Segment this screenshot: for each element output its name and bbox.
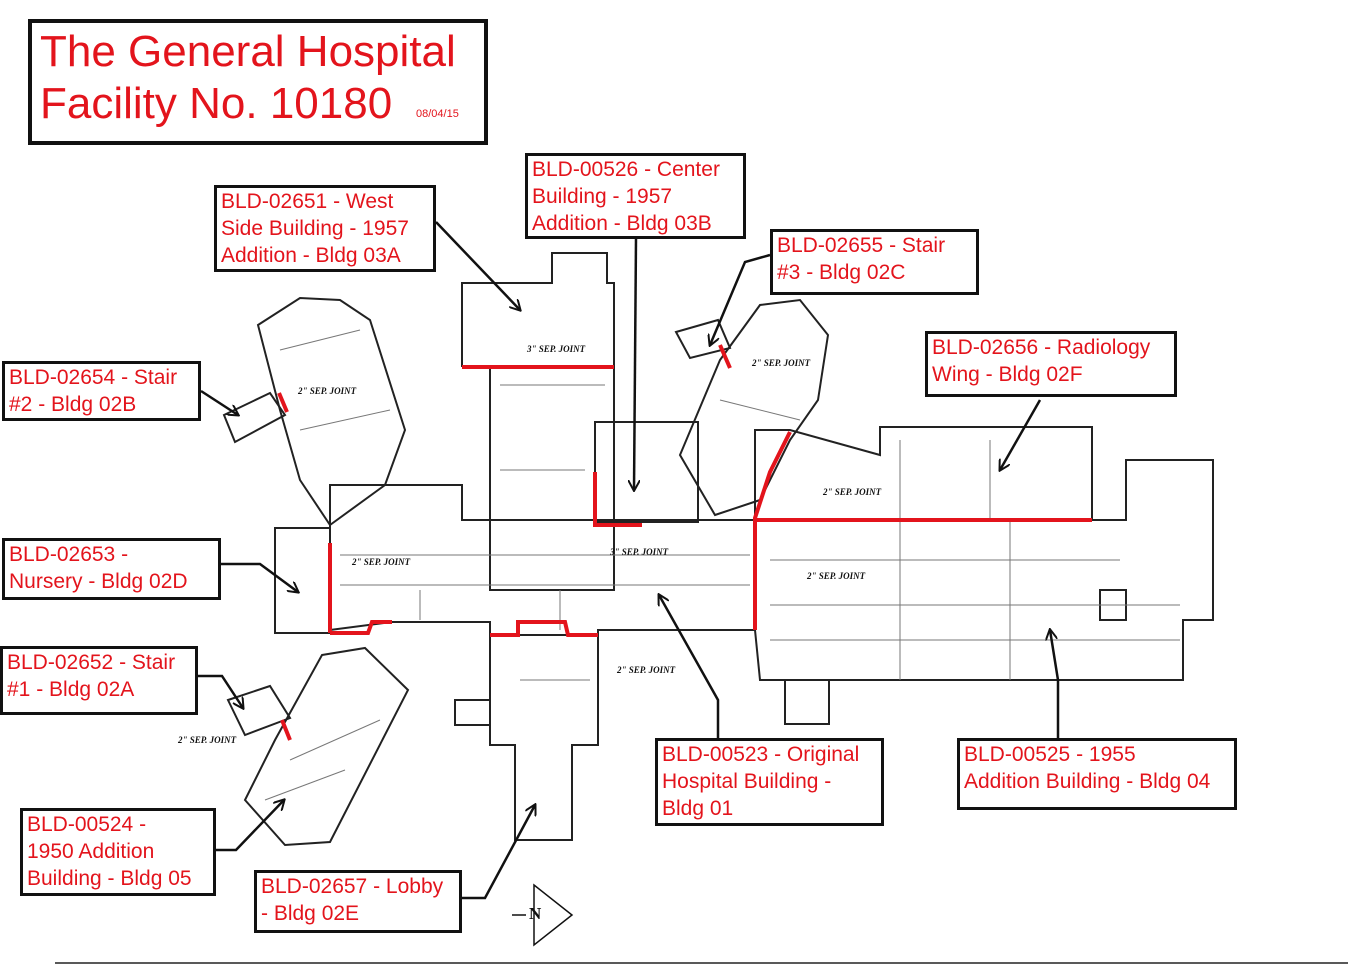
- building-04-outline: [754, 459, 1214, 681]
- label-bld-02652: BLD-02652 - Stair #1 - Bldg 02A: [0, 646, 198, 715]
- joint-02f-main: [753, 431, 792, 630]
- title-box: The General Hospital Facility No. 10180 …: [28, 19, 488, 145]
- label-bld-00523: BLD-00523 - Original Hospital Building -…: [655, 738, 884, 826]
- label-line: BLD-02651 - West: [221, 190, 394, 213]
- stair-02c-outline: [674, 318, 732, 360]
- label-line: Addition Building - Bldg 04: [964, 770, 1211, 793]
- label-line: BLD-00526 - Center: [532, 158, 720, 181]
- label-line: Building - 1957: [532, 185, 673, 208]
- label-line: Addition - Bldg 03B: [532, 212, 712, 235]
- label-bld-02657: BLD-02657 - Lobby - Bldg 02E: [254, 870, 462, 933]
- leader-02654: [200, 389, 238, 415]
- building-02c-outline: [678, 298, 830, 517]
- joint-03b: [593, 472, 642, 527]
- label-bld-02656: BLD-02656 - Radiology Wing - Bldg 02F: [925, 331, 1177, 397]
- label-line: BLD-00525 - 1955: [964, 743, 1136, 766]
- label-line: Side Building - 1957: [221, 217, 409, 240]
- label-bld-00524: BLD-00524 - 1950 Addition Building - Bld…: [20, 808, 216, 896]
- joint-text-02a: 2" SEP. JOINT: [177, 735, 237, 745]
- leader-02653: [221, 562, 298, 592]
- label-line: Addition - Bldg 03A: [221, 244, 401, 267]
- leader-00525: [1050, 630, 1060, 738]
- stair-02a-outline: [226, 684, 292, 737]
- joint-02c: [718, 344, 732, 369]
- label-line: #3 - Bldg 02C: [777, 261, 906, 284]
- joint-text-02d: 2" SEP. JOINT: [351, 557, 411, 567]
- label-line: BLD-02656 - Radiology: [932, 336, 1151, 359]
- building-03a-outline: [461, 252, 615, 591]
- label-bld-02651: BLD-02651 - West Side Building - 1957 Ad…: [214, 185, 436, 272]
- joint-02e: [330, 620, 392, 635]
- building-03b-outline: [594, 421, 699, 523]
- compass-icon: [512, 883, 574, 947]
- joint-text-02f: 2" SEP. JOINT: [822, 487, 882, 497]
- label-bld-00525: BLD-00525 - 1955 Addition Building - Bld…: [957, 738, 1237, 810]
- title-line-1: The General Hospital: [40, 27, 456, 76]
- building-04-entry: [784, 679, 830, 725]
- joint-02e-lobby: [490, 620, 598, 637]
- label-line: BLD-02657 - Lobby: [261, 875, 444, 898]
- label-line: Hospital Building -: [662, 770, 832, 793]
- joint-text-center: 3" SEP. JOINT: [609, 547, 669, 557]
- joint-text-lobby: 2" SEP. JOINT: [616, 665, 676, 675]
- compass-north-label: N: [529, 904, 542, 923]
- label-line: #1 - Bldg 02A: [7, 678, 135, 701]
- leader-00523: [659, 595, 720, 738]
- building-02f-outline: [754, 426, 1093, 521]
- leader-00526: [634, 237, 636, 490]
- joint-02b: [277, 392, 289, 413]
- label-bld-00526: BLD-00526 - Center Building - 1957 Addit…: [525, 153, 746, 239]
- joint-text-04: 2" SEP. JOINT: [806, 571, 866, 581]
- label-bld-02655: BLD-02655 - Stair #3 - Bldg 02C: [770, 229, 979, 295]
- building-02b-outline: [256, 296, 407, 527]
- label-bld-02653: BLD-02653 - Nursery - Bldg 02D: [2, 538, 221, 600]
- leader-02657: [462, 805, 535, 900]
- joint-text-02c: 2" SEP. JOINT: [751, 358, 811, 368]
- label-line: Building - Bldg 05: [27, 867, 192, 890]
- label-line: BLD-00524 -: [27, 813, 147, 836]
- joint-02a: [280, 719, 292, 741]
- label-line: Wing - Bldg 02F: [932, 363, 1083, 386]
- leader-02656: [1000, 399, 1042, 470]
- label-line: BLD-02654 - Stair: [9, 366, 178, 389]
- title-line-2: Facility No. 10180: [40, 79, 393, 128]
- label-line: BLD-02652 - Stair: [7, 651, 176, 674]
- lobby-canopy: [454, 699, 491, 726]
- leader-02655: [710, 253, 771, 345]
- title-date: 08/04/15: [416, 108, 459, 120]
- building-02e-outline: [489, 634, 599, 841]
- label-line: - Bldg 02E: [261, 902, 360, 925]
- stair-02b-outline: [222, 391, 287, 444]
- joint-text-03a: 3" SEP. JOINT: [526, 344, 586, 354]
- label-line: Nursery - Bldg 02D: [9, 570, 188, 593]
- building-05-outline: [243, 646, 410, 847]
- leader-00524: [216, 800, 284, 852]
- label-bld-02654: BLD-02654 - Stair #2 - Bldg 02B: [2, 361, 201, 421]
- label-line: #2 - Bldg 02B: [9, 393, 137, 416]
- label-line: BLD-02655 - Stair: [777, 234, 946, 257]
- leader-02651: [435, 221, 520, 310]
- leader-02652: [198, 674, 243, 708]
- label-line: 1950 Addition: [27, 840, 155, 863]
- label-line: BLD-02653 -: [9, 543, 129, 566]
- label-line: Bldg 01: [662, 797, 734, 820]
- label-line: BLD-00523 - Original: [662, 743, 860, 766]
- joint-text-02b: 2" SEP. JOINT: [297, 386, 357, 396]
